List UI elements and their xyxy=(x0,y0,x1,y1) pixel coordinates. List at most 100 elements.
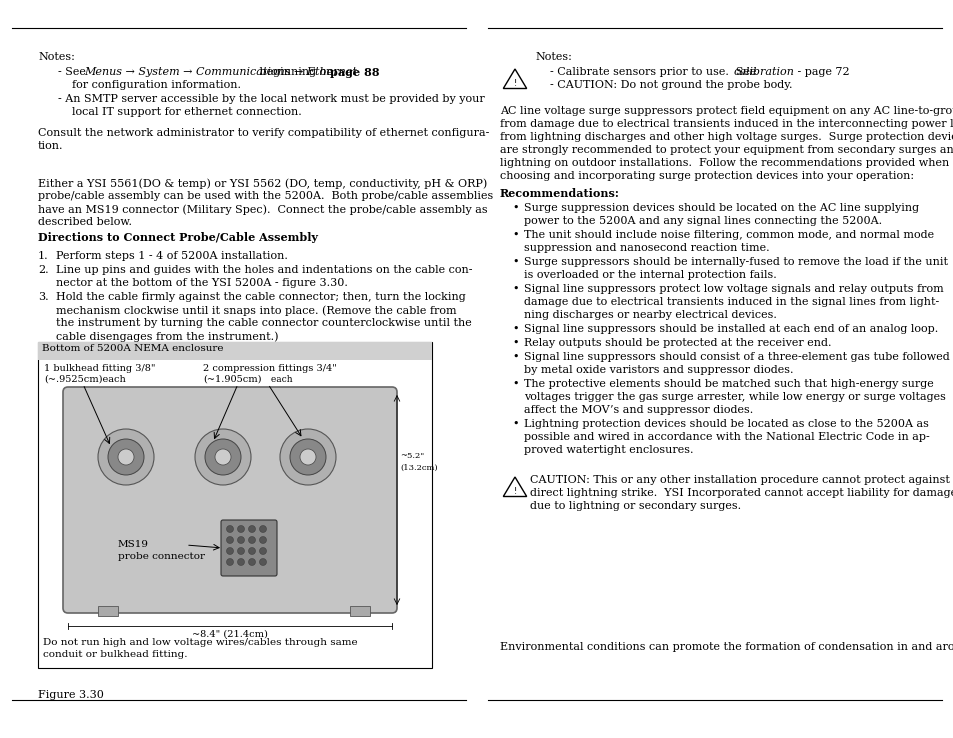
Text: suppression and nanosecond reaction time.: suppression and nanosecond reaction time… xyxy=(523,243,769,253)
Circle shape xyxy=(248,525,255,533)
Circle shape xyxy=(290,439,326,475)
Text: nector at the bottom of the YSI 5200A - figure 3.30.: nector at the bottom of the YSI 5200A - … xyxy=(56,278,348,288)
Text: ning discharges or nearby electrical devices.: ning discharges or nearby electrical dev… xyxy=(523,310,776,320)
Text: by metal oxide varistors and suppressor diodes.: by metal oxide varistors and suppressor … xyxy=(523,365,793,375)
Text: - CAUTION: Do not ground the probe body.: - CAUTION: Do not ground the probe body. xyxy=(550,80,792,90)
Text: Signal line suppressors should consist of a three-element gas tube followed: Signal line suppressors should consist o… xyxy=(523,352,949,362)
Text: page 88: page 88 xyxy=(330,67,379,78)
Text: 1 bulkhead fitting 3/8": 1 bulkhead fitting 3/8" xyxy=(44,364,155,373)
Text: damage due to electrical transients induced in the signal lines from light-: damage due to electrical transients indu… xyxy=(523,297,939,307)
Text: 1.: 1. xyxy=(38,251,49,261)
Circle shape xyxy=(237,559,244,565)
Text: possible and wired in accordance with the National Electric Code in ap-: possible and wired in accordance with th… xyxy=(523,432,929,442)
Circle shape xyxy=(226,559,233,565)
FancyBboxPatch shape xyxy=(221,520,276,576)
Text: Line up pins and guides with the holes and indentations on the cable con-: Line up pins and guides with the holes a… xyxy=(56,265,472,275)
Text: Bottom of 5200A NEMA enclosure: Bottom of 5200A NEMA enclosure xyxy=(42,344,223,353)
Circle shape xyxy=(259,548,266,554)
Text: are strongly recommended to protect your equipment from secondary surges and: are strongly recommended to protect your… xyxy=(499,145,953,155)
Text: Directions to Connect Probe/Cable Assembly: Directions to Connect Probe/Cable Assemb… xyxy=(38,232,317,243)
Circle shape xyxy=(118,449,133,465)
Text: •: • xyxy=(512,352,518,362)
Circle shape xyxy=(259,525,266,533)
Circle shape xyxy=(108,439,144,475)
Circle shape xyxy=(299,449,315,465)
Circle shape xyxy=(194,429,251,485)
Text: due to lightning or secondary surges.: due to lightning or secondary surges. xyxy=(530,501,740,511)
Text: Hold the cable firmly against the cable connector; then, turn the locking: Hold the cable firmly against the cable … xyxy=(56,292,465,302)
Circle shape xyxy=(205,439,241,475)
Circle shape xyxy=(237,548,244,554)
Text: !: ! xyxy=(513,487,517,496)
Circle shape xyxy=(248,537,255,543)
Text: - page 72: - page 72 xyxy=(793,67,849,77)
Text: local IT support for ethernet connection.: local IT support for ethernet connection… xyxy=(71,107,301,117)
Circle shape xyxy=(226,548,233,554)
Text: proved watertight enclosures.: proved watertight enclosures. xyxy=(523,445,693,455)
Text: •: • xyxy=(512,379,518,389)
Text: Consult the network administrator to verify compatibility of ethernet configura-: Consult the network administrator to ver… xyxy=(38,128,489,138)
Text: - Calibrate sensors prior to use.  See: - Calibrate sensors prior to use. See xyxy=(550,67,760,77)
Circle shape xyxy=(248,559,255,565)
Text: Do not run high and low voltage wires/cables through same: Do not run high and low voltage wires/ca… xyxy=(43,638,357,647)
Text: Menus → System → Communications → Ethernet: Menus → System → Communications → Ethern… xyxy=(84,67,356,77)
Text: MS19: MS19 xyxy=(118,540,149,549)
Text: described below.: described below. xyxy=(38,217,132,227)
Text: calibration: calibration xyxy=(733,67,794,77)
Circle shape xyxy=(280,429,335,485)
Text: beginning on: beginning on xyxy=(255,67,340,77)
Text: Notes:: Notes: xyxy=(535,52,571,62)
Circle shape xyxy=(237,537,244,543)
Text: Notes:: Notes: xyxy=(38,52,74,62)
Text: Either a YSI 5561(DO & temp) or YSI 5562 (DO, temp, conductivity, pH & ORP): Either a YSI 5561(DO & temp) or YSI 5562… xyxy=(38,178,487,189)
Text: (~1.905cm): (~1.905cm) xyxy=(203,375,261,384)
Bar xyxy=(38,342,432,360)
Text: •: • xyxy=(512,324,518,334)
Text: AC line voltage surge suppressors protect field equipment on any AC line-to-grou: AC line voltage surge suppressors protec… xyxy=(499,106,953,116)
Bar xyxy=(38,342,432,668)
Text: The protective elements should be matched such that high-energy surge: The protective elements should be matche… xyxy=(523,379,933,389)
Text: for configuration information.: for configuration information. xyxy=(71,80,241,90)
Bar xyxy=(350,606,370,616)
Text: 2.: 2. xyxy=(38,265,49,275)
Text: choosing and incorporating surge protection devices into your operation:: choosing and incorporating surge protect… xyxy=(499,171,913,181)
Text: - An SMTP server accessible by the local network must be provided by your: - An SMTP server accessible by the local… xyxy=(58,94,484,104)
Text: Recommendations:: Recommendations: xyxy=(499,188,619,199)
Text: - See: - See xyxy=(58,67,90,77)
Text: •: • xyxy=(512,338,518,348)
Text: Environmental conditions can promote the formation of condensation in and around: Environmental conditions can promote the… xyxy=(499,642,953,652)
Text: have an MS19 connector (Military Spec).  Connect the probe/cable assembly as: have an MS19 connector (Military Spec). … xyxy=(38,204,487,215)
Circle shape xyxy=(259,559,266,565)
Text: The unit should include noise filtering, common mode, and normal mode: The unit should include noise filtering,… xyxy=(523,230,933,240)
Bar xyxy=(98,606,118,616)
Text: probe connector: probe connector xyxy=(118,552,205,561)
Text: CAUTION: This or any other installation procedure cannot protect against a: CAUTION: This or any other installation … xyxy=(530,475,953,485)
Circle shape xyxy=(248,548,255,554)
Text: ~5.2": ~5.2" xyxy=(399,452,424,460)
Text: (~.9525cm)each: (~.9525cm)each xyxy=(44,375,126,384)
Text: !: ! xyxy=(513,79,517,88)
Text: tion.: tion. xyxy=(38,141,64,151)
Text: Perform steps 1 - 4 of 5200A installation.: Perform steps 1 - 4 of 5200A installatio… xyxy=(56,251,288,261)
Text: 2 compression fittings 3/4": 2 compression fittings 3/4" xyxy=(203,364,336,373)
Circle shape xyxy=(226,537,233,543)
Text: Figure 3.30: Figure 3.30 xyxy=(38,690,104,700)
Text: Surge suppressors should be internally-fused to remove the load if the unit: Surge suppressors should be internally-f… xyxy=(523,257,947,267)
Text: (13.2cm): (13.2cm) xyxy=(399,464,437,472)
Text: •: • xyxy=(512,257,518,267)
Circle shape xyxy=(259,537,266,543)
Text: probe/cable assembly can be used with the 5200A.  Both probe/cable assemblies: probe/cable assembly can be used with th… xyxy=(38,191,493,201)
Text: from lightning discharges and other high voltage surges.  Surge protection devic: from lightning discharges and other high… xyxy=(499,132,953,142)
Text: mechanism clockwise until it snaps into place. (Remove the cable from: mechanism clockwise until it snaps into … xyxy=(56,305,456,316)
Text: Signal line suppressors should be installed at each end of an analog loop.: Signal line suppressors should be instal… xyxy=(523,324,937,334)
Text: •: • xyxy=(512,230,518,240)
Circle shape xyxy=(226,525,233,533)
Text: affect the MOV’s and suppressor diodes.: affect the MOV’s and suppressor diodes. xyxy=(523,405,753,415)
Text: conduit or bulkhead fitting.: conduit or bulkhead fitting. xyxy=(43,650,188,659)
Text: lightning on outdoor installations.  Follow the recommendations provided when: lightning on outdoor installations. Foll… xyxy=(499,158,948,168)
Circle shape xyxy=(237,525,244,533)
Text: Lightning protection devices should be located as close to the 5200A as: Lightning protection devices should be l… xyxy=(523,419,928,429)
FancyBboxPatch shape xyxy=(63,387,396,613)
Text: power to the 5200A and any signal lines connecting the 5200A.: power to the 5200A and any signal lines … xyxy=(523,216,882,226)
Text: voltages trigger the gas surge arrester, while low energy or surge voltages: voltages trigger the gas surge arrester,… xyxy=(523,392,944,402)
